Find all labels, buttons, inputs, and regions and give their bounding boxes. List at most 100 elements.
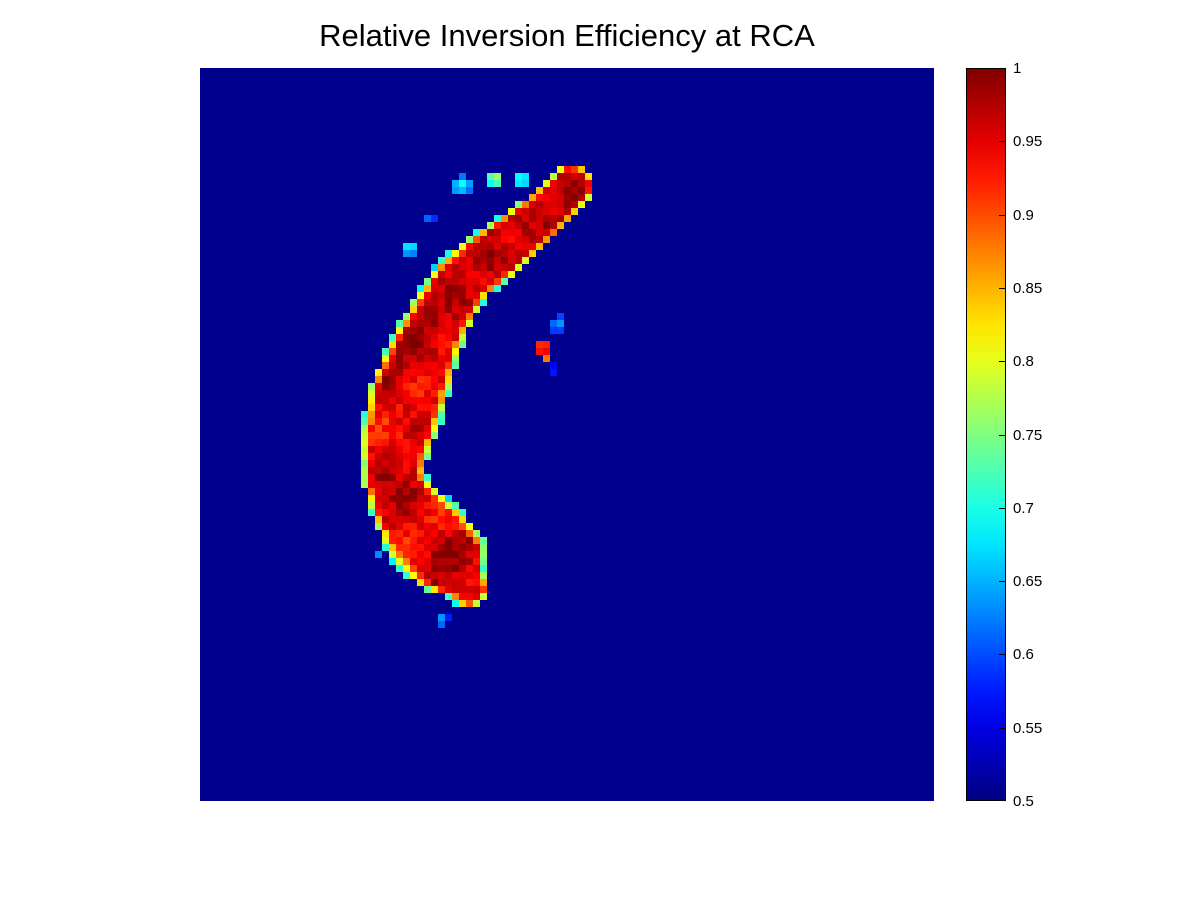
heatmap-cell	[431, 502, 438, 509]
heatmap-cell	[452, 523, 459, 530]
heatmap-cell	[368, 432, 375, 439]
heatmap-cell	[501, 264, 508, 271]
heatmap-cell	[424, 383, 431, 390]
heatmap-cell	[487, 264, 494, 271]
heatmap-cell	[417, 432, 424, 439]
heatmap-cell	[452, 572, 459, 579]
heatmap-cell	[410, 418, 417, 425]
colorbar-tick-label: 0.9	[1013, 206, 1034, 224]
heatmap-cell	[564, 166, 571, 173]
heatmap-cell	[550, 201, 557, 208]
heatmap-cell	[396, 383, 403, 390]
heatmap-cell	[571, 201, 578, 208]
heatmap-cell	[424, 474, 431, 481]
heatmap-cell	[515, 222, 522, 229]
heatmap-cell	[452, 362, 459, 369]
heatmap-cell	[389, 544, 396, 551]
heatmap-cell	[445, 544, 452, 551]
heatmap-cell	[375, 383, 382, 390]
heatmap-cell	[564, 201, 571, 208]
heatmap-cell	[396, 411, 403, 418]
heatmap-cell	[466, 264, 473, 271]
heatmap-cell	[375, 488, 382, 495]
heatmap-cell	[396, 516, 403, 523]
heatmap-cell	[410, 404, 417, 411]
heatmap-cell	[396, 376, 403, 383]
heatmap-cell	[459, 530, 466, 537]
heatmap-cell	[410, 439, 417, 446]
heatmap-cell	[424, 537, 431, 544]
heatmap-cell	[389, 397, 396, 404]
heatmap-cell	[578, 187, 585, 194]
heatmap-cell	[361, 474, 368, 481]
heatmap-cell	[375, 418, 382, 425]
heatmap-cell	[473, 278, 480, 285]
heatmap-cell	[382, 495, 389, 502]
heatmap-cell	[515, 264, 522, 271]
heatmap-cell	[466, 586, 473, 593]
heatmap-cell	[403, 544, 410, 551]
colorbar-tick-label: 0.55	[1013, 719, 1043, 737]
heatmap-cell	[424, 544, 431, 551]
heatmap-cell	[410, 453, 417, 460]
heatmap-cell	[431, 271, 438, 278]
heatmap-cell	[515, 229, 522, 236]
heatmap-cell	[438, 530, 445, 537]
heatmap-cell	[368, 453, 375, 460]
heatmap-cell	[375, 369, 382, 376]
heatmap-cell	[445, 299, 452, 306]
colorbar-tick-label: 0.75	[1013, 426, 1043, 444]
heatmap-cell	[424, 348, 431, 355]
heatmap-cell	[459, 173, 466, 180]
heatmap-cell	[424, 376, 431, 383]
heatmap-cell	[396, 355, 403, 362]
heatmap-cell	[417, 299, 424, 306]
heatmap-cell	[466, 313, 473, 320]
heatmap-cell	[424, 404, 431, 411]
heatmap-cell	[466, 565, 473, 572]
heatmap-cell	[480, 551, 487, 558]
heatmap-cell	[445, 537, 452, 544]
heatmap-cell	[431, 285, 438, 292]
heatmap-cell	[410, 327, 417, 334]
heatmap-cell	[452, 509, 459, 516]
heatmap-cell	[382, 439, 389, 446]
heatmap-cell	[424, 439, 431, 446]
heatmap-cell	[431, 313, 438, 320]
heatmap-cell	[564, 215, 571, 222]
heatmap-cell	[543, 180, 550, 187]
heatmap-cell	[480, 229, 487, 236]
heatmap-cell	[424, 446, 431, 453]
heatmap-cell	[459, 264, 466, 271]
heatmap-cell	[403, 418, 410, 425]
heatmap-cell	[473, 271, 480, 278]
heatmap-cell	[501, 222, 508, 229]
heatmap-cell	[417, 348, 424, 355]
heatmap-cell	[417, 369, 424, 376]
heatmap-cell	[375, 467, 382, 474]
heatmap-cell	[452, 292, 459, 299]
heatmap-cell	[389, 481, 396, 488]
heatmap-cell	[550, 208, 557, 215]
heatmap-cell	[410, 320, 417, 327]
heatmap-cell	[459, 341, 466, 348]
heatmap-cell	[536, 187, 543, 194]
heatmap-cell	[382, 481, 389, 488]
heatmap-cell	[445, 523, 452, 530]
heatmap-cell	[417, 376, 424, 383]
heatmap-cell	[452, 593, 459, 600]
heatmap-cell	[375, 439, 382, 446]
heatmap-cell	[494, 180, 501, 187]
heatmap-cell	[375, 474, 382, 481]
heatmap-cell	[564, 194, 571, 201]
heatmap-cell	[438, 355, 445, 362]
heatmap-cell	[368, 425, 375, 432]
heatmap-cell	[403, 453, 410, 460]
heatmap-cell	[466, 180, 473, 187]
heatmap-cell	[410, 411, 417, 418]
heatmap-cell	[375, 460, 382, 467]
heatmap-cell	[494, 278, 501, 285]
heatmap-cell	[438, 383, 445, 390]
heatmap-cell	[550, 229, 557, 236]
heatmap-cell	[382, 390, 389, 397]
